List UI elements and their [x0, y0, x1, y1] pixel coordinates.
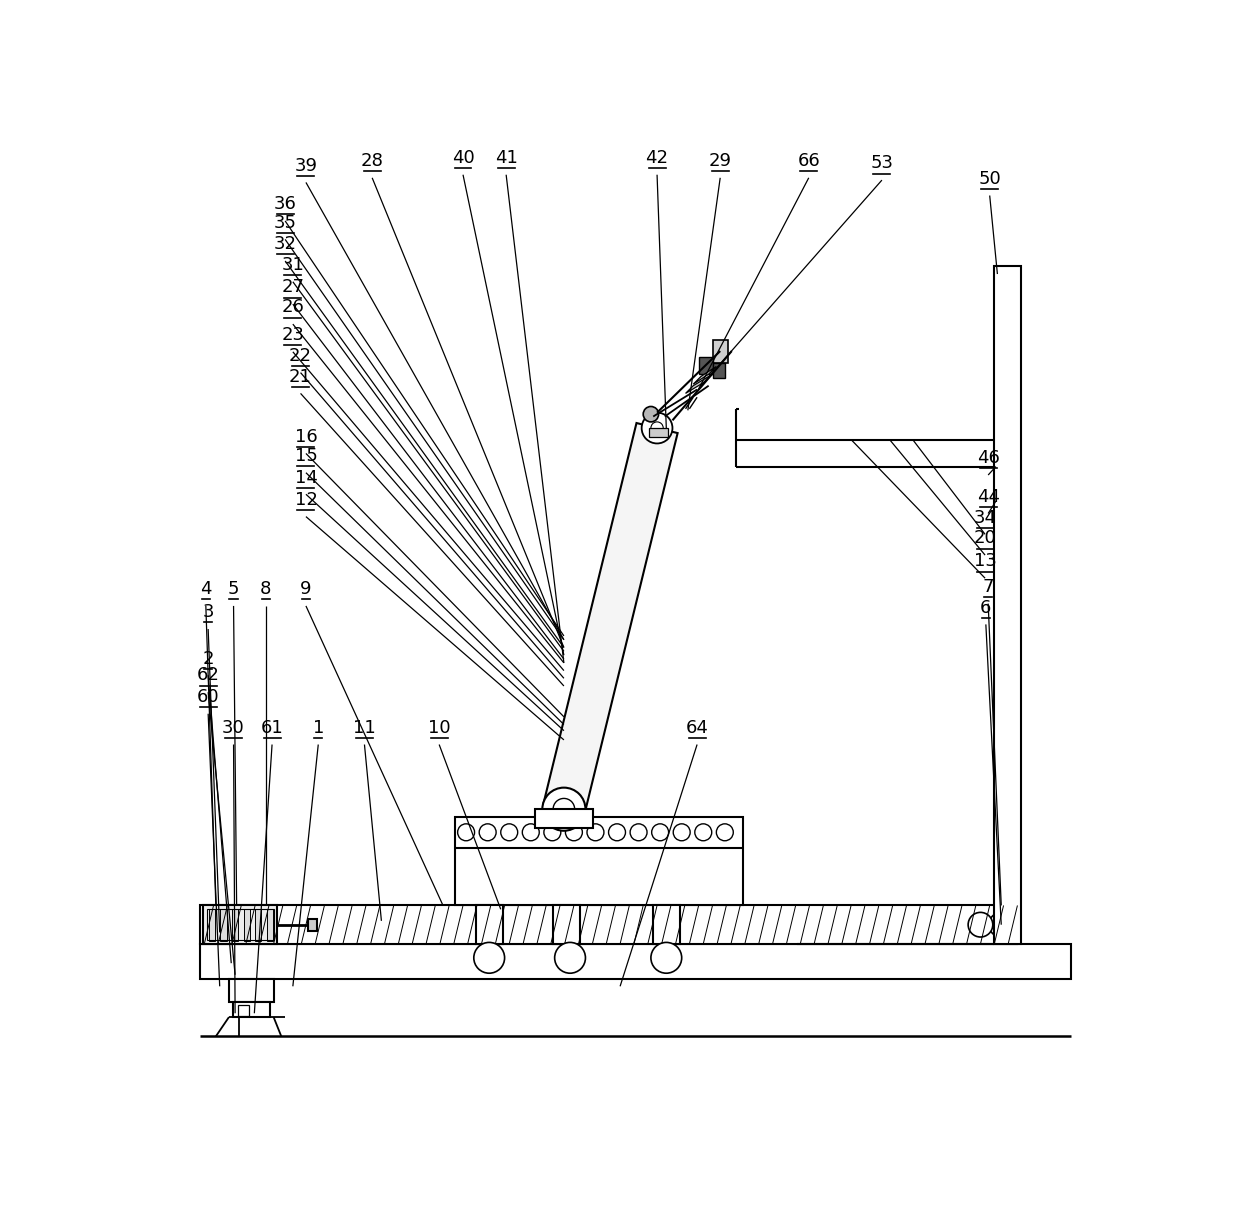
Text: 26: 26	[281, 299, 304, 316]
Text: 41: 41	[495, 149, 517, 167]
Circle shape	[554, 942, 585, 973]
Text: 6: 6	[980, 599, 992, 616]
Bar	[203, 905, 278, 944]
Bar	[653, 905, 681, 944]
Text: 20: 20	[973, 529, 997, 548]
Circle shape	[630, 824, 647, 840]
Text: 64: 64	[686, 719, 708, 736]
Polygon shape	[255, 909, 262, 941]
Text: 1: 1	[312, 719, 324, 736]
Circle shape	[474, 942, 505, 973]
Circle shape	[717, 824, 733, 840]
Text: 5: 5	[228, 581, 239, 598]
Text: 14: 14	[295, 469, 317, 486]
Text: 50: 50	[978, 170, 1001, 187]
Bar	[207, 909, 274, 940]
Text: 21: 21	[289, 368, 312, 386]
Text: 22: 22	[289, 347, 312, 365]
Circle shape	[479, 824, 496, 840]
Bar	[309, 919, 317, 931]
Text: 29: 29	[709, 152, 732, 170]
Text: 53: 53	[870, 154, 893, 173]
Text: 10: 10	[428, 719, 450, 736]
Circle shape	[651, 942, 682, 973]
Bar	[713, 363, 725, 379]
Bar	[713, 339, 728, 363]
Circle shape	[694, 824, 712, 840]
Text: 15: 15	[295, 447, 317, 466]
Bar	[534, 810, 593, 828]
Polygon shape	[543, 423, 677, 815]
Polygon shape	[693, 366, 717, 385]
Circle shape	[968, 913, 993, 937]
Text: 9: 9	[300, 581, 311, 598]
Text: 3: 3	[202, 604, 213, 621]
Circle shape	[587, 824, 604, 840]
Circle shape	[565, 824, 583, 840]
Text: 35: 35	[274, 213, 296, 232]
Text: 28: 28	[361, 152, 383, 170]
Circle shape	[544, 824, 560, 840]
Text: 2: 2	[202, 649, 213, 668]
Text: 16: 16	[295, 428, 317, 446]
Bar	[455, 817, 743, 905]
Circle shape	[458, 824, 475, 840]
Bar	[238, 1004, 249, 1016]
Bar	[649, 428, 668, 437]
Circle shape	[673, 824, 691, 840]
Circle shape	[501, 824, 517, 840]
Polygon shape	[686, 374, 713, 393]
Bar	[201, 905, 1017, 944]
Circle shape	[553, 799, 574, 820]
Text: 32: 32	[274, 235, 296, 254]
Circle shape	[990, 913, 1013, 937]
Polygon shape	[232, 909, 238, 941]
Text: 44: 44	[977, 488, 999, 506]
Circle shape	[652, 824, 668, 840]
Circle shape	[522, 824, 539, 840]
Polygon shape	[267, 909, 273, 941]
Bar	[476, 905, 503, 944]
Bar	[201, 944, 1070, 979]
Text: 12: 12	[295, 491, 317, 508]
Text: 11: 11	[353, 719, 376, 736]
Text: 46: 46	[977, 450, 999, 467]
Bar	[553, 905, 580, 944]
Circle shape	[651, 421, 663, 434]
Text: 31: 31	[281, 256, 304, 274]
Text: 34: 34	[973, 508, 997, 527]
Polygon shape	[243, 909, 249, 941]
Text: 8: 8	[260, 581, 272, 598]
Text: 36: 36	[274, 195, 296, 213]
Text: 7: 7	[982, 578, 994, 595]
Circle shape	[644, 407, 658, 421]
Polygon shape	[208, 909, 215, 941]
Text: 39: 39	[294, 157, 317, 175]
Bar	[699, 358, 713, 374]
Circle shape	[641, 413, 672, 443]
Text: 30: 30	[222, 719, 246, 736]
Text: 40: 40	[451, 149, 475, 167]
Text: 23: 23	[281, 326, 304, 344]
Text: 27: 27	[281, 278, 304, 296]
Text: 61: 61	[260, 719, 284, 736]
Text: 13: 13	[973, 552, 997, 571]
Text: 4: 4	[200, 581, 212, 598]
Bar	[993, 266, 1021, 944]
Text: 42: 42	[646, 149, 668, 167]
Bar	[229, 979, 274, 1002]
Bar	[233, 1002, 270, 1017]
Circle shape	[542, 788, 585, 831]
Polygon shape	[221, 909, 227, 941]
Text: 66: 66	[797, 152, 820, 170]
Text: 60: 60	[197, 688, 219, 706]
Circle shape	[609, 824, 625, 840]
Text: 62: 62	[197, 666, 219, 685]
